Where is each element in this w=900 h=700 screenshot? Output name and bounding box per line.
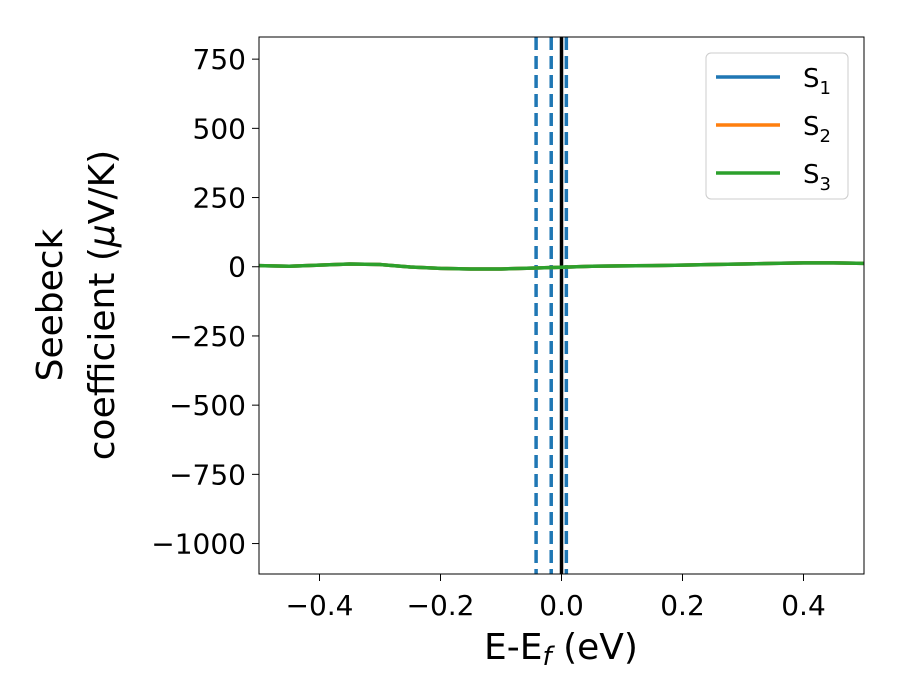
y-axis-label-line1: Seebeck [30,228,71,381]
y-tick-label: −500 [169,389,246,422]
x-axis-ticks: −0.4 −0.2 0.0 0.2 0.4 [286,574,826,622]
legend-label-s1: S1 [803,64,831,99]
legend-label-s2: S2 [803,112,831,147]
y-tick-label: 0 [228,251,246,284]
x-tick-label: 0.2 [660,589,705,622]
y-axis-ticks: 750 500 250 0 −250 −500 −750 −1000 [151,43,259,561]
y-tick-label: 750 [193,43,246,76]
y-tick-label: −750 [169,458,246,491]
y-tick-label: 500 [193,112,246,145]
y-tick-label: 250 [193,182,246,215]
x-tick-label: −0.4 [286,589,354,622]
x-tick-label: −0.2 [407,589,475,622]
legend-label-s3: S3 [803,160,831,195]
y-axis-label: Seebeck coefficient (μV/K) [30,150,123,460]
y-tick-label: −250 [169,320,246,353]
series-line-s3 [259,261,864,271]
x-tick-label: 0.0 [539,589,584,622]
y-tick-label: −1000 [151,528,246,561]
y-axis-label-line2: coefficient (μV/K) [82,150,123,460]
vertical-lines [534,37,569,574]
x-tick-label: 0.4 [781,589,826,622]
x-axis-label: E-Ef (eV) [484,627,638,672]
legend: S1 S2 S3 [705,52,849,200]
series-lines [259,261,864,271]
